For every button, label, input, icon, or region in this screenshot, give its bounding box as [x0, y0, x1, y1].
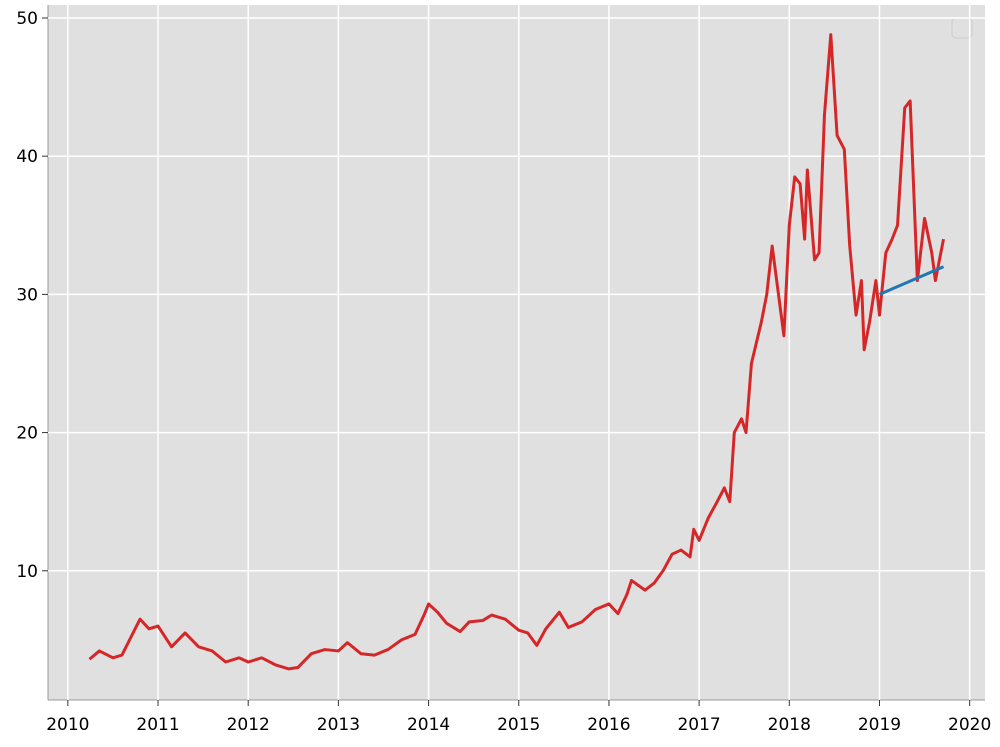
x-tick-label: 2017 — [677, 715, 720, 735]
x-tick-label: 2012 — [227, 715, 270, 735]
x-tick-label: 2015 — [497, 715, 540, 735]
x-tick-label: 2010 — [46, 715, 89, 735]
x-tick-label: 2011 — [136, 715, 179, 735]
x-tick-label: 2016 — [587, 715, 630, 735]
x-tick-label: 2020 — [948, 715, 991, 735]
x-tick-label: 2013 — [317, 715, 360, 735]
x-tick-label: 2019 — [858, 715, 901, 735]
y-tick-label: 20 — [16, 424, 38, 444]
y-tick-label: 40 — [16, 147, 38, 167]
plot-area — [48, 5, 985, 700]
line — [878, 265, 945, 296]
line — [88, 33, 945, 671]
x-tick-label: 2018 — [768, 715, 811, 735]
x-tick-label: 2014 — [407, 715, 450, 735]
y-tick-label: 30 — [16, 285, 38, 305]
y-tick-label: 50 — [16, 9, 38, 29]
y-tick-label: 10 — [16, 562, 38, 582]
